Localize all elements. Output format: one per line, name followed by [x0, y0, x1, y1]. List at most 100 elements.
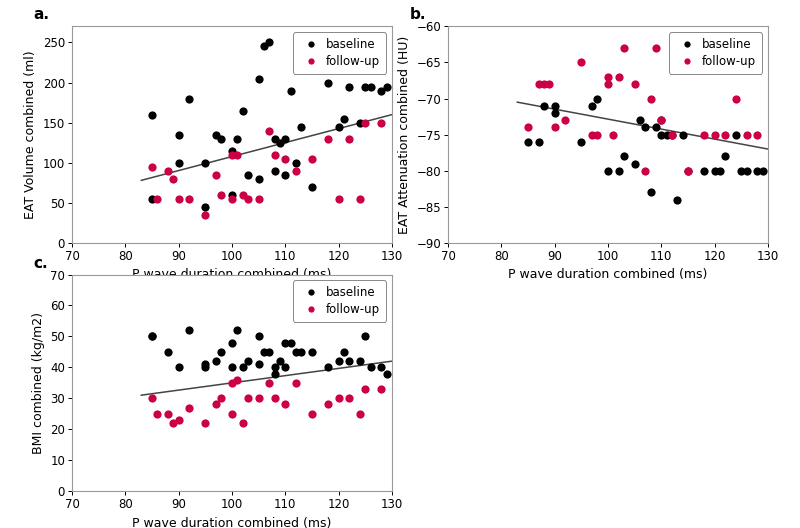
baseline — [258, 347, 270, 356]
follow-up — [730, 95, 742, 103]
follow-up — [226, 410, 238, 418]
baseline — [252, 175, 265, 183]
baseline — [252, 332, 265, 341]
baseline — [612, 166, 625, 175]
baseline — [263, 347, 276, 356]
follow-up — [322, 400, 334, 409]
baseline — [306, 347, 318, 356]
baseline — [548, 109, 561, 117]
Text: b.: b. — [410, 7, 426, 23]
baseline — [364, 363, 377, 372]
follow-up — [172, 416, 185, 424]
follow-up — [252, 394, 265, 402]
Text: a.: a. — [34, 7, 50, 23]
baseline — [522, 138, 534, 146]
baseline — [359, 332, 372, 341]
follow-up — [591, 130, 604, 139]
follow-up — [215, 191, 228, 199]
baseline — [252, 74, 265, 83]
follow-up — [751, 130, 764, 139]
baseline — [719, 152, 732, 161]
baseline — [740, 166, 753, 175]
baseline — [279, 135, 292, 143]
baseline — [183, 326, 196, 334]
follow-up — [226, 194, 238, 203]
follow-up — [602, 73, 614, 81]
follow-up — [538, 80, 550, 88]
baseline — [332, 122, 345, 131]
follow-up — [231, 375, 244, 384]
baseline — [146, 332, 158, 341]
follow-up — [290, 166, 302, 175]
baseline — [199, 203, 212, 211]
baseline — [682, 166, 694, 175]
X-axis label: P wave duration combined (ms): P wave duration combined (ms) — [132, 268, 332, 281]
follow-up — [215, 394, 228, 402]
X-axis label: P wave duration combined (ms): P wave duration combined (ms) — [132, 516, 332, 528]
follow-up — [343, 394, 356, 402]
follow-up — [167, 175, 180, 183]
follow-up — [375, 385, 388, 393]
follow-up — [375, 118, 388, 127]
follow-up — [332, 194, 345, 203]
baseline — [295, 122, 308, 131]
follow-up — [151, 194, 164, 203]
baseline — [650, 123, 662, 131]
follow-up — [236, 419, 249, 427]
baseline — [274, 357, 286, 365]
follow-up — [236, 191, 249, 199]
baseline — [199, 158, 212, 167]
baseline — [364, 82, 377, 91]
baseline — [215, 135, 228, 143]
baseline — [676, 130, 689, 139]
follow-up — [639, 166, 652, 175]
follow-up — [532, 80, 545, 88]
baseline — [172, 158, 185, 167]
baseline — [290, 158, 302, 167]
baseline — [258, 42, 270, 51]
baseline — [660, 130, 673, 139]
baseline — [343, 357, 356, 365]
baseline — [354, 118, 366, 127]
X-axis label: P wave duration combined (ms): P wave duration combined (ms) — [508, 268, 708, 281]
baseline — [183, 95, 196, 103]
baseline — [708, 166, 721, 175]
Legend: baseline, follow-up: baseline, follow-up — [669, 32, 762, 73]
baseline — [591, 95, 604, 103]
follow-up — [242, 394, 254, 402]
follow-up — [522, 123, 534, 131]
follow-up — [268, 394, 281, 402]
Legend: baseline, follow-up: baseline, follow-up — [293, 280, 386, 322]
baseline — [548, 101, 561, 110]
follow-up — [666, 130, 678, 139]
follow-up — [559, 116, 572, 125]
baseline — [231, 135, 244, 143]
follow-up — [306, 410, 318, 418]
baseline — [354, 357, 366, 365]
follow-up — [210, 171, 222, 179]
follow-up — [359, 385, 372, 393]
baseline — [162, 347, 174, 356]
follow-up — [543, 80, 556, 88]
follow-up — [607, 130, 620, 139]
baseline — [338, 115, 350, 123]
baseline — [575, 138, 588, 146]
follow-up — [183, 403, 196, 412]
baseline — [639, 123, 652, 131]
baseline — [359, 82, 372, 91]
baseline — [242, 357, 254, 365]
baseline — [284, 86, 297, 95]
follow-up — [151, 410, 164, 418]
baseline — [210, 130, 222, 139]
Y-axis label: EAT Attenuation combined (HU): EAT Attenuation combined (HU) — [398, 35, 410, 234]
baseline — [172, 130, 185, 139]
baseline — [322, 363, 334, 372]
follow-up — [332, 394, 345, 402]
follow-up — [263, 379, 276, 387]
Text: c.: c. — [34, 256, 48, 271]
baseline — [252, 360, 265, 369]
baseline — [375, 86, 388, 95]
baseline — [226, 338, 238, 347]
baseline — [634, 116, 646, 125]
follow-up — [586, 130, 598, 139]
